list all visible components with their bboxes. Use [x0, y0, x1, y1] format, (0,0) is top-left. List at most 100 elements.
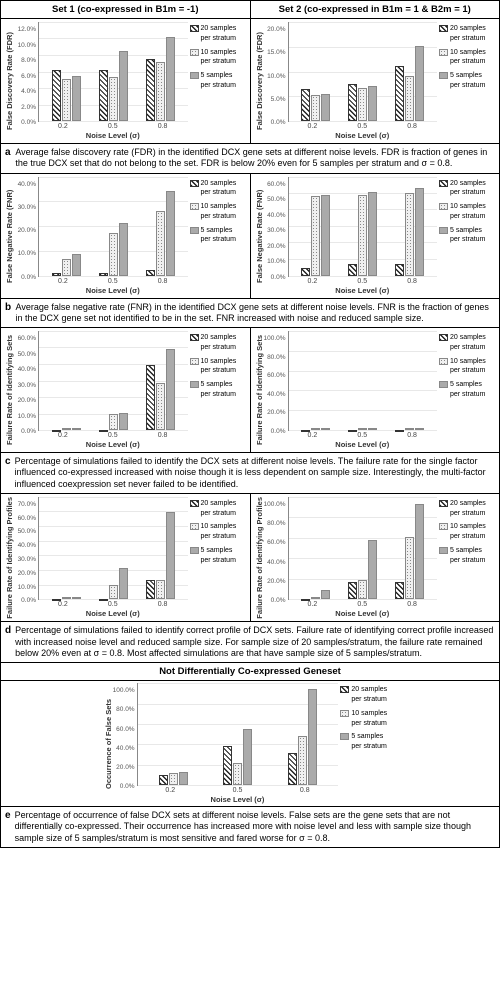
bar-20: [348, 84, 357, 121]
bar-5: [166, 349, 175, 430]
bar-10: [405, 193, 414, 275]
bar-cluster: [52, 181, 81, 276]
bar-cluster: [146, 26, 175, 121]
bar-10: [311, 597, 320, 599]
bar-10: [62, 597, 71, 599]
bar-cluster: [395, 26, 424, 121]
bar-20: [52, 273, 61, 275]
y-axis-ticks: 40.0%30.0%20.0%10.0%0.0%: [14, 177, 38, 295]
y-axis-label: False Discovery Rate (FDR): [5, 22, 14, 140]
bar-10: [358, 428, 367, 430]
caption-b: Average false negative rate (FNR) in the…: [16, 302, 495, 325]
x-axis-label: Noise Level (σ): [38, 285, 188, 295]
plot-area: [288, 22, 438, 122]
chart-a-set1: False Discovery Rate (FDR) 12.0%10.0%8.0…: [1, 19, 251, 144]
legend: 20 samples per stratum 10 samples per st…: [188, 22, 246, 140]
bar-20: [146, 365, 155, 430]
bar-10: [156, 211, 165, 275]
plot-area: [38, 331, 188, 431]
bar-20: [223, 746, 232, 785]
bar-10: [109, 233, 118, 276]
bar-cluster: [348, 501, 377, 600]
bar-5: [368, 540, 377, 599]
bar-10: [62, 79, 71, 121]
col-header-set1: Set 1 (co-expressed in B1m = -1): [52, 4, 199, 15]
bar-5: [72, 76, 81, 121]
y-axis-ticks: 60.0%50.0%40.0%30.0%20.0%10.0%0.0%: [264, 177, 288, 295]
bar-10: [358, 195, 367, 276]
bar-5: [415, 504, 424, 600]
bar-5: [72, 597, 81, 599]
bar-10: [156, 580, 165, 600]
bar-20: [52, 70, 61, 121]
bar-10: [109, 414, 118, 430]
bar-cluster: [395, 335, 424, 430]
y-axis-ticks: 100.0%80.0%60.0%40.0%20.0%0.0%: [264, 497, 288, 619]
caption-e: Percentage of occurrence of false DCX se…: [15, 810, 495, 844]
plot-area: [38, 497, 188, 601]
y-axis-ticks: 60.0%50.0%40.0%30.0%20.0%10.0%0.0%: [14, 331, 38, 449]
bar-10: [109, 77, 118, 121]
legend: 20 samples per stratum 10 samples per st…: [437, 497, 495, 619]
x-axis-ticks: 0.20.50.8: [288, 431, 438, 439]
chart: False Discovery Rate (FDR) 12.0%10.0%8.0…: [5, 22, 246, 140]
bar-20: [146, 270, 155, 276]
chart-c-set1: Failure Rate of Identifying Sets 60.0%50…: [1, 328, 251, 453]
bar-cluster: [52, 26, 81, 121]
bar-5: [321, 94, 330, 121]
y-axis-label: Failure Rate of Identifying Sets: [255, 331, 264, 449]
plot-area: [137, 683, 339, 786]
legend: 20 samples per stratum 10 samples per st…: [188, 497, 246, 619]
bar-cluster: [348, 335, 377, 430]
bar-cluster: [301, 181, 330, 276]
bar-cluster: [395, 181, 424, 276]
bar-cluster: [52, 501, 81, 600]
x-axis-label: Noise Level (σ): [38, 608, 188, 618]
x-axis-label: Noise Level (σ): [288, 130, 438, 140]
y-axis-ticks: 20.0%15.0%10.0%5.0%0.0%: [264, 22, 288, 140]
panel-letter-a: a: [5, 147, 11, 170]
y-axis-label: False Discovery Rate (FDR): [255, 22, 264, 140]
panel-letter-d: d: [5, 625, 11, 659]
legend: 20 samples per stratum 10 samples per st…: [437, 22, 495, 140]
y-axis-label: Occurrence of False Sets: [104, 683, 113, 804]
bar-cluster: [301, 26, 330, 121]
y-axis-label: Failure Rate of Identifying Profiles: [5, 497, 14, 619]
bar-5: [243, 729, 252, 785]
bar-20: [301, 268, 310, 276]
chart: False Discovery Rate (FDR) 20.0%15.0%10.…: [255, 22, 496, 140]
x-axis-ticks: 0.20.50.8: [38, 600, 188, 608]
bar-cluster: [301, 335, 330, 430]
bar-cluster: [146, 501, 175, 600]
bar-20: [395, 264, 404, 276]
bar-5: [415, 428, 424, 430]
bar-5: [321, 428, 330, 430]
chart: Failure Rate of Identifying Sets 100.0%8…: [255, 331, 496, 449]
x-axis-ticks: 0.20.50.8: [38, 122, 188, 130]
x-axis-label: Noise Level (σ): [288, 285, 438, 295]
bar-10: [405, 428, 414, 430]
bar-20: [99, 273, 108, 275]
x-axis-label: Noise Level (σ): [38, 439, 188, 449]
plot-area: [288, 177, 438, 277]
chart: Failure Rate of Identifying Sets 60.0%50…: [5, 331, 246, 449]
bar-5: [321, 590, 330, 600]
bar-cluster: [395, 501, 424, 600]
bar-cluster: [301, 501, 330, 600]
bar-20: [288, 753, 297, 785]
col-header-set2: Set 2 (co-expressed in B1m = 1 & B2m = 1…: [279, 4, 471, 15]
chart-d-set2: Failure Rate of Identifying Profiles 100…: [250, 493, 500, 622]
legend: 20 samples per stratum 10 samples per st…: [188, 331, 246, 449]
bar-cluster: [99, 26, 128, 121]
chart: Failure Rate of Identifying Profiles 100…: [255, 497, 496, 619]
bar-cluster: [99, 501, 128, 600]
panel-letter-b: b: [5, 302, 12, 325]
x-axis-ticks: 0.20.50.8: [288, 277, 438, 285]
legend: 20 samples per stratum 10 samples per st…: [188, 177, 246, 295]
bar-5: [415, 188, 424, 275]
bar-20: [159, 775, 168, 785]
bar-cluster: [52, 335, 81, 430]
bar-5: [415, 46, 424, 121]
bar-10: [62, 259, 71, 276]
plot-area: [288, 497, 438, 601]
